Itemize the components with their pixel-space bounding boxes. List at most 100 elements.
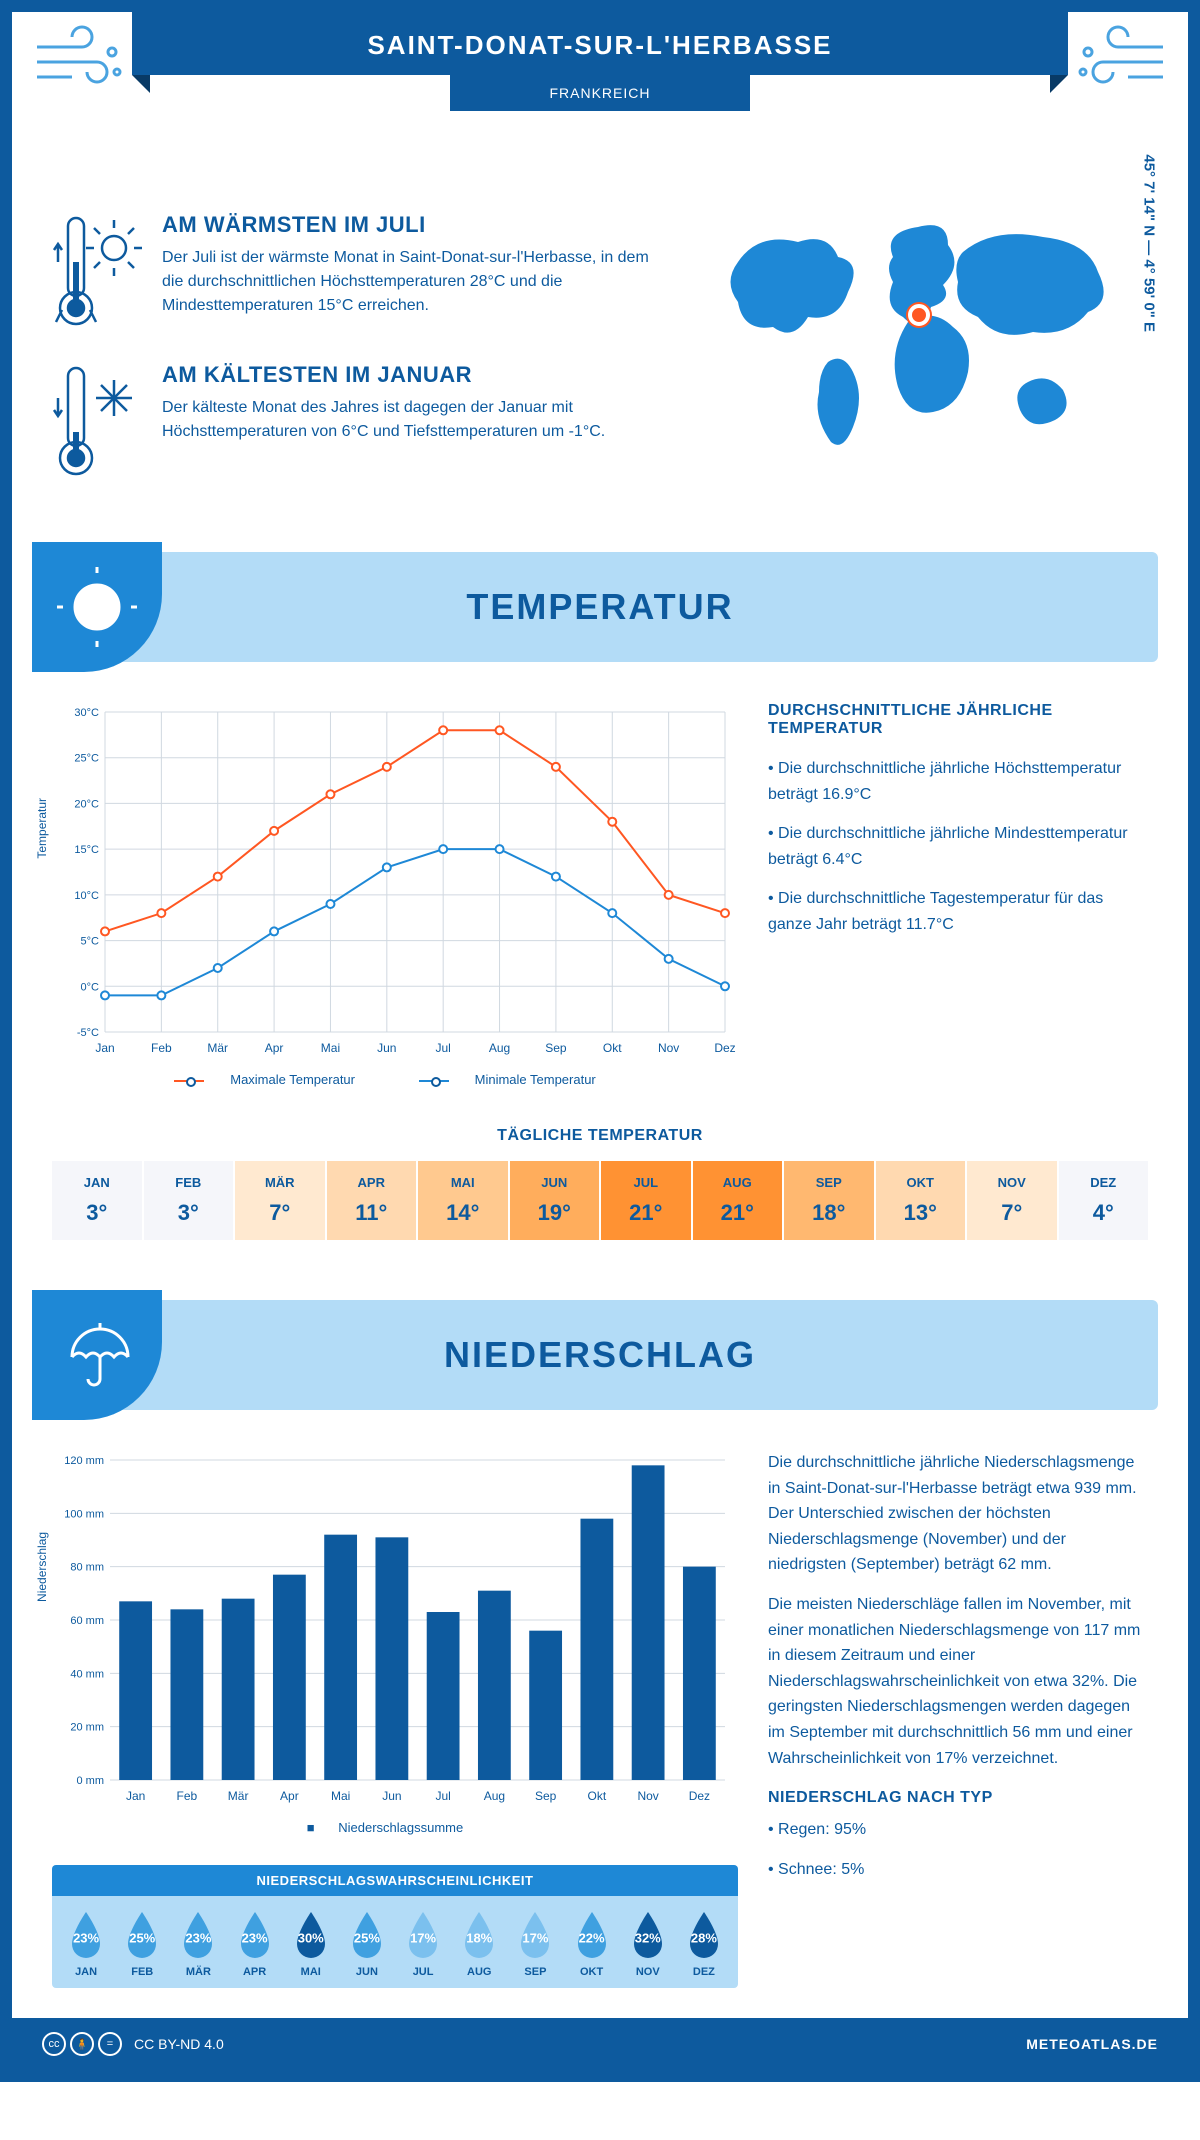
warmest-text: Der Juli ist der wärmste Monat in Saint-… <box>162 246 668 318</box>
warmest-title: AM WÄRMSTEN IM JULI <box>162 212 668 238</box>
country-label: FRANKREICH <box>450 75 750 111</box>
daily-temp-cell: SEP18° <box>784 1161 874 1240</box>
daily-temp-title: TÄGLICHE TEMPERATUR <box>52 1127 1148 1145</box>
cc-icons: cc 🧍 = <box>42 2032 122 2056</box>
map-pin-icon <box>908 304 930 326</box>
precipitation-text: Die durchschnittliche jährliche Niedersc… <box>768 1450 1148 1988</box>
svg-text:100 mm: 100 mm <box>64 1508 104 1520</box>
svg-text:Apr: Apr <box>265 1041 284 1055</box>
footer-brand: METEOATLAS.DE <box>1026 2036 1158 2052</box>
coldest-block: AM KÄLTESTEN IM JANUAR Der kälteste Mona… <box>52 362 668 482</box>
precip-y-axis-label: Niederschlag <box>35 1532 49 1602</box>
prob-row: 23%JAN25%FEB23%MÄR23%APR30%MAI25%JUN17%J… <box>52 1896 738 1988</box>
precip-type-2: • Schnee: 5% <box>768 1857 1148 1883</box>
daily-temp-cell: JAN3° <box>52 1161 142 1240</box>
sun-icon <box>32 542 162 672</box>
precipitation-heading: NIEDERSCHLAG <box>444 1334 756 1376</box>
prob-cell: 23%APR <box>227 1910 283 1978</box>
prob-cell: 23%JAN <box>58 1910 114 1978</box>
coldest-text: Der kälteste Monat des Jahres ist dagege… <box>162 396 668 444</box>
page: SAINT-DONAT-SUR-L'HERBASSE FRANKREICH AM… <box>0 0 1200 2082</box>
svg-text:Aug: Aug <box>489 1041 510 1055</box>
svg-text:Dez: Dez <box>714 1041 735 1055</box>
daily-temp-cell: APR11° <box>327 1161 417 1240</box>
footer-license: cc 🧍 = CC BY-ND 4.0 <box>42 2032 224 2056</box>
temp-y-axis-label: Temperatur <box>35 798 49 859</box>
world-map-icon <box>708 212 1128 472</box>
svg-text:Nov: Nov <box>658 1041 679 1055</box>
daily-temp-cell: JUN19° <box>510 1161 600 1240</box>
thermometer-cold-icon <box>52 362 142 482</box>
svg-text:Aug: Aug <box>484 1789 505 1803</box>
header: SAINT-DONAT-SUR-L'HERBASSE FRANKREICH <box>12 12 1188 192</box>
prob-cell: 28%DEZ <box>676 1910 732 1978</box>
svg-text:Mär: Mär <box>228 1789 249 1803</box>
precipitation-chart: Niederschlag 0 mm20 mm40 mm60 mm80 mm100… <box>52 1450 738 1988</box>
svg-text:Sep: Sep <box>535 1789 557 1803</box>
temperature-heading: TEMPERATUR <box>466 586 733 628</box>
daily-temp-cell: NOV7° <box>967 1161 1057 1240</box>
svg-text:Mär: Mär <box>207 1041 228 1055</box>
precipitation-legend: ■ Niederschlagssumme <box>52 1820 738 1835</box>
svg-text:Dez: Dez <box>689 1789 710 1803</box>
svg-text:Feb: Feb <box>151 1041 172 1055</box>
temperature-legend: Maximale Temperatur Minimale Temperatur <box>52 1072 738 1087</box>
svg-text:Feb: Feb <box>177 1789 198 1803</box>
thermometer-hot-icon <box>52 212 142 332</box>
prob-cell: 17%SEP <box>507 1910 563 1978</box>
prob-cell: 25%FEB <box>114 1910 170 1978</box>
precip-type-1: • Regen: 95% <box>768 1817 1148 1843</box>
daily-temp-cell: AUG21° <box>693 1161 783 1240</box>
daily-temp-cell: JUL21° <box>601 1161 691 1240</box>
precipitation-bar-chart: 0 mm20 mm40 mm60 mm80 mm100 mm120 mmJanF… <box>52 1450 738 1810</box>
temperature-chart-row: Temperatur -5°C0°C5°C10°C15°C20°C25°C30°… <box>12 692 1188 1117</box>
warmest-block: AM WÄRMSTEN IM JULI Der Juli ist der wär… <box>52 212 668 332</box>
prob-cell: 22%OKT <box>564 1910 620 1978</box>
intro-text-column: AM WÄRMSTEN IM JULI Der Juli ist der wär… <box>52 212 668 512</box>
daily-temp-cell: FEB3° <box>144 1161 234 1240</box>
map-column: 45° 7' 14" N — 4° 59' 0" E <box>708 212 1148 512</box>
prob-title: NIEDERSCHLAGSWAHRSCHEINLICHKEIT <box>52 1865 738 1896</box>
svg-text:30°C: 30°C <box>74 707 99 719</box>
temperature-chart: Temperatur -5°C0°C5°C10°C15°C20°C25°C30°… <box>52 702 738 1087</box>
footer: cc 🧍 = CC BY-ND 4.0 METEOATLAS.DE <box>12 2018 1188 2070</box>
umbrella-icon <box>32 1290 162 1420</box>
svg-text:Jul: Jul <box>435 1789 450 1803</box>
wind-icon <box>1068 22 1168 102</box>
svg-text:Nov: Nov <box>637 1789 658 1803</box>
temperature-summary: DURCHSCHNITTLICHE JÄHRLICHE TEMPERATUR •… <box>768 702 1148 1087</box>
svg-text:Apr: Apr <box>280 1789 299 1803</box>
svg-text:10°C: 10°C <box>74 890 99 902</box>
precip-text-1: Die durchschnittliche jährliche Niedersc… <box>768 1450 1148 1578</box>
svg-text:20°C: 20°C <box>74 798 99 810</box>
page-title: SAINT-DONAT-SUR-L'HERBASSE <box>132 12 1068 75</box>
license-label: CC BY-ND 4.0 <box>134 2036 224 2052</box>
legend-min-label: Minimale Temperatur <box>475 1072 596 1087</box>
temp-summary-title: DURCHSCHNITTLICHE JÄHRLICHE TEMPERATUR <box>768 702 1148 738</box>
svg-text:Jul: Jul <box>436 1041 451 1055</box>
svg-text:80 mm: 80 mm <box>70 1562 104 1574</box>
prob-cell: 18%AUG <box>451 1910 507 1978</box>
wind-icon <box>32 22 132 102</box>
svg-text:Jan: Jan <box>95 1041 114 1055</box>
daily-temp-cell: OKT13° <box>876 1161 966 1240</box>
svg-text:0 mm: 0 mm <box>77 1775 105 1787</box>
daily-temp-cell: MAI14° <box>418 1161 508 1240</box>
svg-text:15°C: 15°C <box>74 844 99 856</box>
temperature-line-chart: -5°C0°C5°C10°C15°C20°C25°C30°CJanFebMärA… <box>52 702 738 1062</box>
prob-cell: 30%MAI <box>283 1910 339 1978</box>
daily-temperature: TÄGLICHE TEMPERATUR JAN3°FEB3°MÄR7°APR11… <box>12 1117 1188 1280</box>
precip-legend-label: Niederschlagssumme <box>338 1820 463 1835</box>
svg-text:Jun: Jun <box>377 1041 396 1055</box>
precipitation-probability: NIEDERSCHLAGSWAHRSCHEINLICHKEIT 23%JAN25… <box>52 1865 738 1988</box>
svg-text:Okt: Okt <box>588 1789 607 1803</box>
prob-cell: 25%JUN <box>339 1910 395 1978</box>
precipitation-section-header: NIEDERSCHLAG <box>42 1300 1158 1410</box>
svg-text:Jan: Jan <box>126 1789 145 1803</box>
daily-temp-cell: MÄR7° <box>235 1161 325 1240</box>
svg-text:Mai: Mai <box>321 1041 340 1055</box>
svg-text:20 mm: 20 mm <box>70 1722 104 1734</box>
precip-type-title: NIEDERSCHLAG NACH TYP <box>768 1789 1148 1807</box>
svg-text:-5°C: -5°C <box>77 1027 99 1039</box>
svg-text:Okt: Okt <box>603 1041 622 1055</box>
